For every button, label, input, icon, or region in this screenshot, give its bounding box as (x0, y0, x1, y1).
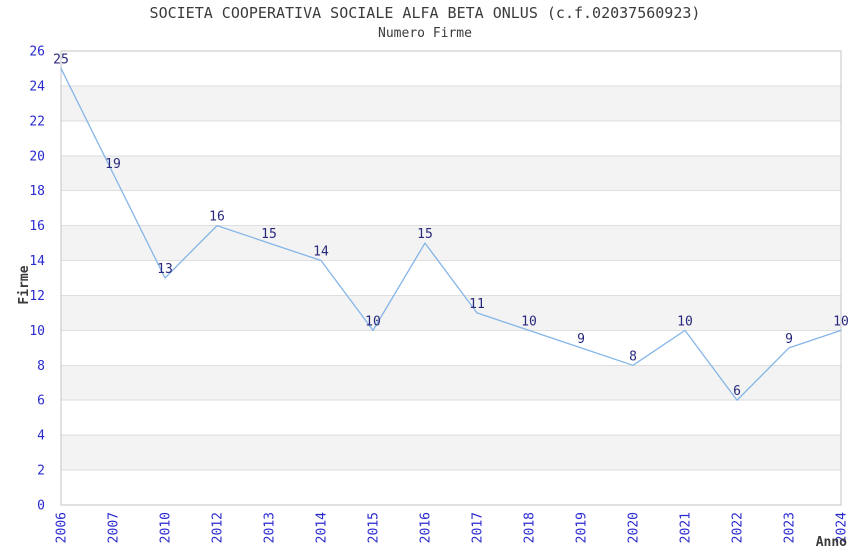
x-tick-label: 2006 (55, 512, 70, 543)
x-tick-label: 2012 (211, 512, 226, 543)
grid-layer (61, 85, 841, 471)
chart-subtitle: Numero Firme (378, 26, 472, 41)
y-tick-label: 18 (29, 184, 45, 199)
point-label: 19 (105, 157, 121, 172)
y-axis-title: Firme (17, 265, 32, 304)
y-tick-label: 4 (37, 429, 45, 444)
y-tick-label: 6 (37, 394, 45, 409)
y-tick-label: 10 (29, 324, 45, 339)
y-tick-label: 8 (37, 359, 45, 374)
band (61, 435, 841, 471)
x-tick-label: 2014 (315, 512, 330, 543)
y-tick-label: 26 (29, 45, 45, 60)
point-label: 8 (629, 349, 637, 364)
x-tick-label: 2015 (367, 512, 382, 543)
point-label: 10 (521, 314, 537, 329)
band (61, 225, 841, 261)
x-tick-label: 2020 (627, 512, 642, 543)
band (61, 85, 841, 121)
point-label: 9 (785, 332, 793, 347)
y-tick-label: 22 (29, 114, 45, 129)
plot-border (60, 50, 842, 506)
y-tick-label: 12 (29, 289, 45, 304)
band (61, 155, 841, 191)
chart-title: SOCIETA COOPERATIVA SOCIALE ALFA BETA ON… (149, 4, 701, 22)
band (61, 295, 841, 331)
point-label: 10 (365, 314, 381, 329)
bands-layer (61, 85, 841, 471)
y-tick-label: 20 (29, 149, 45, 164)
x-tick-label: 2019 (575, 512, 590, 543)
x-tick-label: 2018 (523, 512, 538, 543)
band (61, 365, 841, 401)
point-label: 25 (53, 52, 69, 67)
point-label: 10 (677, 314, 693, 329)
point-label: 6 (733, 384, 741, 399)
x-tick-label: 2010 (159, 512, 174, 543)
point-label: 16 (209, 210, 225, 225)
x-tick-label: 2013 (263, 512, 278, 543)
x-tick-label: 2024 (835, 512, 850, 543)
point-label: 13 (157, 262, 173, 277)
x-tick-label: 2022 (731, 512, 746, 543)
point-label: 11 (469, 297, 485, 312)
x-tick-label: 2023 (783, 512, 798, 543)
point-label: 9 (577, 332, 585, 347)
x-tick-label: 2016 (419, 512, 434, 543)
y-tick-label: 24 (29, 79, 45, 94)
x-tick-label: 2017 (471, 512, 486, 543)
y-tick-label: 14 (29, 254, 45, 269)
x-axis-title: Anno (816, 535, 847, 550)
point-labels-layer: 25 19 13 16 15 14 10 15 11 10 9 8 10 6 9 10 (53, 52, 849, 399)
x-tick-label: 2021 (679, 512, 694, 543)
point-label: 10 (833, 314, 849, 329)
point-label: 14 (313, 245, 329, 260)
y-tick-label: 0 (37, 499, 45, 514)
point-label: 15 (261, 227, 277, 242)
y-tick-label: 2 (37, 464, 45, 479)
y-tick-label: 16 (29, 219, 45, 234)
point-label: 15 (417, 227, 433, 242)
x-tick-labels: 2006 2007 2010 2012 2013 2014 2015 2016 2017 2018… (55, 512, 850, 543)
series-line (60, 67, 842, 401)
x-tick-label: 2007 (107, 512, 122, 543)
